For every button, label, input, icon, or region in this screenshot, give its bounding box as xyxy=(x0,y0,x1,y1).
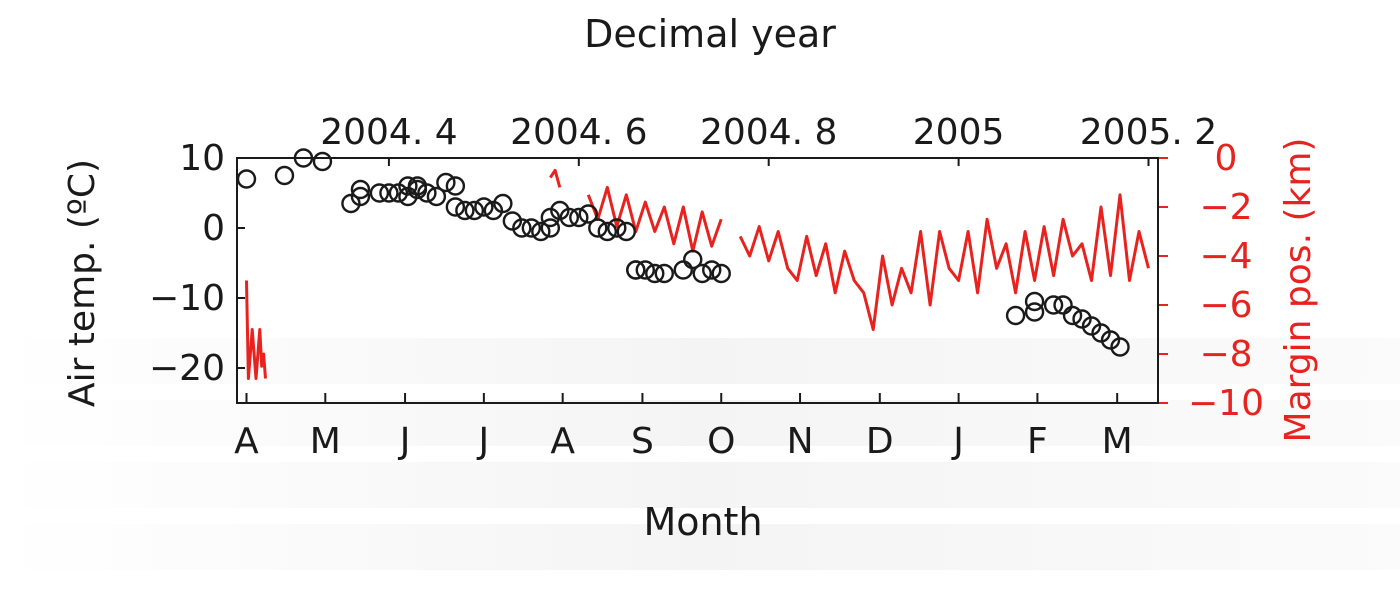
air-temp-point xyxy=(521,218,542,238)
month-tick-label: F xyxy=(1027,421,1048,462)
margin-position-line xyxy=(549,168,562,188)
air-temp-point xyxy=(512,218,532,238)
air-temp-point xyxy=(1062,305,1083,326)
air-temp-point xyxy=(445,176,466,196)
right-tick-label: 0 xyxy=(1215,138,1238,179)
right-tick-group: 0 −2 −4 −6 −8 −10 xyxy=(1158,138,1264,424)
air-temp-point xyxy=(1024,291,1045,312)
right-tick-label: −4 xyxy=(1199,236,1252,277)
month-tick-label: M xyxy=(310,421,341,462)
air-temp-point xyxy=(1043,295,1064,315)
air-temp-point xyxy=(464,200,485,221)
left-axis-title: Air temp. (ºC) xyxy=(62,159,103,407)
air-temp-point xyxy=(588,218,608,238)
air-temp-point xyxy=(540,218,561,238)
page-texture-band xyxy=(0,524,1400,570)
air-temp-point xyxy=(531,221,551,242)
air-temp-point xyxy=(369,183,390,203)
left-tick-group: 10 0 −10 −20 xyxy=(149,138,245,389)
margin-position-line xyxy=(738,193,1150,331)
air-temp-point xyxy=(1005,305,1026,326)
air-temp-point xyxy=(569,207,589,228)
right-tick-label: −2 xyxy=(1199,187,1252,228)
right-tick-label: −8 xyxy=(1199,334,1252,375)
air-temp-point xyxy=(654,263,674,284)
left-tick-label: −10 xyxy=(149,278,225,319)
air-temp-point xyxy=(711,263,731,284)
air-temp-point xyxy=(398,176,418,196)
air-temp-point xyxy=(455,200,475,221)
page-texture-band xyxy=(0,462,1400,508)
air-temp-point xyxy=(626,260,646,280)
air-temp-point xyxy=(379,183,399,203)
air-temp-point xyxy=(236,169,257,189)
air-temp-point xyxy=(1053,295,1073,315)
air-temp-point xyxy=(645,263,665,284)
air-temp-point xyxy=(350,186,371,207)
air-temp-point xyxy=(436,172,456,193)
top-tick-label: 2005. 2 xyxy=(1080,112,1217,153)
air-temp-point xyxy=(350,179,371,200)
air-temp-point xyxy=(607,218,627,238)
air-temp-point xyxy=(274,165,295,186)
air-temp-point xyxy=(474,197,494,217)
air-temp-point xyxy=(312,151,333,172)
air-temp-point xyxy=(493,193,513,214)
air-temp-point xyxy=(445,197,466,217)
air-temp-point xyxy=(578,204,599,224)
top-tick-group: 2004. 4 2004. 6 2004. 8 2005 2005. 2 xyxy=(320,112,1217,166)
left-tick-label: 0 xyxy=(202,208,225,249)
left-tick-label: −20 xyxy=(149,348,225,389)
air-temp-point xyxy=(597,221,617,242)
air-temp-point xyxy=(692,263,712,284)
air-temp-point xyxy=(635,260,655,280)
margin-position-line xyxy=(586,185,723,253)
right-tick-label: −6 xyxy=(1199,285,1252,326)
top-axis-title: Decimal year xyxy=(584,12,836,56)
month-tick-label: M xyxy=(1102,421,1133,462)
month-tick-label: D xyxy=(866,421,894,462)
air-temp-point xyxy=(1024,302,1045,322)
air-temp-point xyxy=(417,183,437,203)
air-temp-point xyxy=(683,249,703,270)
air-temp-point xyxy=(559,207,580,228)
month-tick-label: J xyxy=(398,421,411,462)
air-temp-point xyxy=(702,260,722,280)
month-tick-label: J xyxy=(477,421,490,462)
top-tick-label: 2004. 4 xyxy=(320,112,457,153)
air-temp-point xyxy=(616,221,636,242)
right-tick-label: −10 xyxy=(1188,383,1264,424)
air-temp-point xyxy=(426,186,447,207)
top-tick-label: 2005 xyxy=(913,112,1005,153)
top-tick-label: 2004. 6 xyxy=(510,112,647,153)
month-tick-label: J xyxy=(951,421,964,462)
air-temp-point xyxy=(1110,337,1130,357)
month-tick-label: O xyxy=(707,421,735,462)
air-temp-series xyxy=(236,148,1130,357)
month-tick-label: A xyxy=(550,421,575,462)
month-tick-label: S xyxy=(631,421,654,462)
x-axis-title: Month xyxy=(643,500,762,544)
right-axis-title: Margin pos. (km) xyxy=(1278,138,1319,443)
month-tick-label: A xyxy=(234,421,259,462)
month-tick-label: N xyxy=(787,421,814,462)
margin-series xyxy=(245,168,1150,380)
margin-position-line xyxy=(245,280,267,380)
air-temp-point xyxy=(673,260,693,280)
left-tick-label: 10 xyxy=(179,138,225,179)
plot-frame xyxy=(236,157,1159,404)
page-texture-band xyxy=(0,338,1400,384)
page-texture-band xyxy=(0,400,1400,446)
top-tick-label: 2004. 8 xyxy=(700,112,837,153)
